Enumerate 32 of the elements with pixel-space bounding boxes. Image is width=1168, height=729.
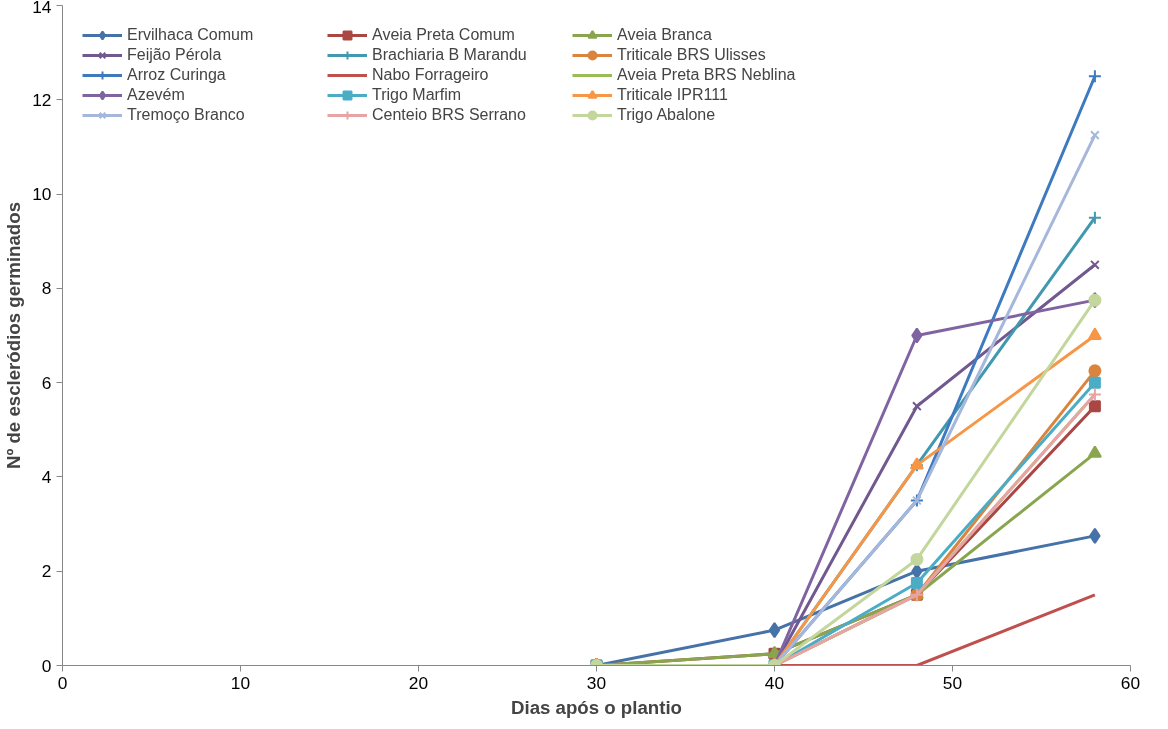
legend-label: Aveia Preta BRS Neblina xyxy=(617,66,797,84)
legend-label: Feijão Pérola xyxy=(127,46,223,64)
x-tick-label: 0 xyxy=(57,672,68,693)
x-axis-title: Dias após o plantio xyxy=(510,696,683,718)
y-tick-label: 2 xyxy=(41,561,52,582)
legend-label: Centeio BRS Serrano xyxy=(372,106,527,124)
y-tick-label: 8 xyxy=(41,278,52,299)
legend-label: Ervilhaca Comum xyxy=(127,26,255,44)
x-tick-label: 40 xyxy=(764,672,785,693)
x-tick-label: 10 xyxy=(230,672,251,693)
x-tick-label: 50 xyxy=(942,672,963,693)
legend-label: Nabo Forrageiro xyxy=(372,66,490,84)
legend-label: Triticale BRS Ulisses xyxy=(617,46,767,64)
y-tick-label: 4 xyxy=(41,466,52,487)
x-tick-label: 30 xyxy=(586,672,607,693)
legend-label: Tremoço Branco xyxy=(127,106,246,124)
legend-label: Triticale IPR111 xyxy=(617,86,729,104)
legend-label: Trigo Marfim xyxy=(372,86,463,104)
y-tick-label: 12 xyxy=(32,89,52,110)
legend-label: Arroz Curinga xyxy=(127,66,227,84)
y-tick-label: 6 xyxy=(41,372,52,393)
y-axis-title: Nº de escleródios germinados xyxy=(3,201,25,470)
x-tick-label: 20 xyxy=(408,672,429,693)
legend-label: Aveia Preta Comum xyxy=(372,26,516,44)
x-tick-label: 60 xyxy=(1120,672,1141,693)
legend-label: Brachiaria B Marandu xyxy=(372,46,528,64)
y-tick-label: 14 xyxy=(32,0,52,17)
legend-label: Aveia Branca xyxy=(617,26,713,44)
legend-label: Trigo Abalone xyxy=(617,106,717,124)
y-tick-label: 0 xyxy=(41,655,52,676)
y-tick-label: 10 xyxy=(32,184,52,205)
legend-label: Azevém xyxy=(127,86,186,104)
